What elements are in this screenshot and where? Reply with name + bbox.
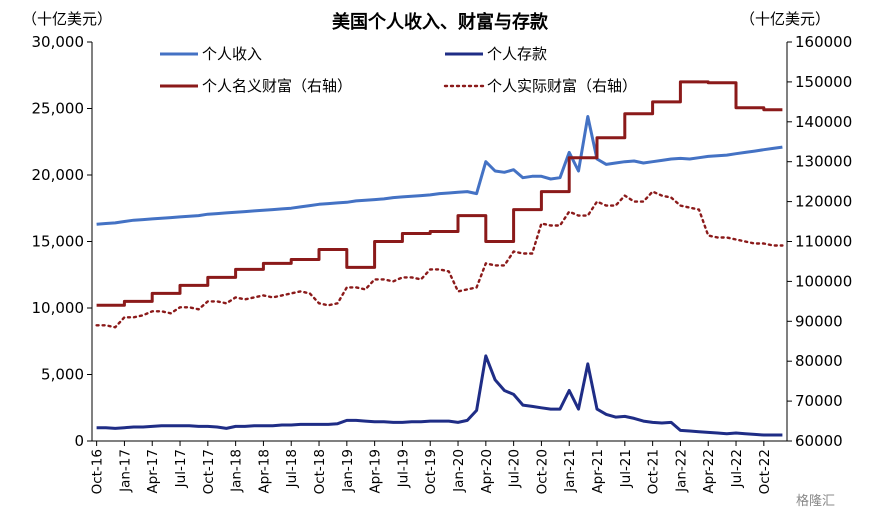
x-tick-label: Apr-20 (479, 449, 495, 494)
y-left-tick-label: 30,000 (32, 33, 85, 51)
legend-label-2: 个人存款 (487, 45, 547, 63)
series-line-1 (96, 115, 783, 226)
y-left-tick-label: 5,000 (41, 366, 84, 384)
x-tick-label: Oct-16 (90, 449, 106, 494)
x-tick-label: Apr-18 (256, 449, 272, 494)
x-tick-label: Jan-21 (562, 449, 578, 493)
x-tick-label: Oct-19 (423, 449, 439, 494)
x-tick-label: Jul-17 (173, 449, 189, 488)
y-right-tick-label: 120000 (795, 193, 852, 211)
axes: 0 5,000 10,000 15,000 20,000 25,000 30,000 6000… (32, 33, 853, 494)
x-tick-label: Jan-22 (673, 449, 689, 493)
x-tick-label: Oct-18 (312, 449, 328, 494)
y-right-tick-label: 160000 (795, 33, 852, 51)
x-tick-label: Jan-20 (451, 449, 467, 493)
legend-label-1: 个人收入 (202, 45, 262, 63)
x-tick-label: Apr-22 (701, 449, 717, 494)
y-left-tick-label: 0 (74, 432, 84, 450)
left-axis-unit: （十亿美元） (22, 10, 113, 28)
x-tick-label: Oct-17 (201, 449, 217, 494)
y-right-tick-label: 100000 (795, 272, 852, 290)
right-axis-unit: （十亿美元） (740, 10, 831, 28)
x-tick-label: Oct-21 (646, 449, 662, 494)
y-right-tick-label: 80000 (795, 352, 843, 370)
series-line-2 (96, 354, 783, 437)
series-line-3 (96, 80, 783, 307)
x-tick-label: Jul-18 (284, 449, 300, 488)
x-tick-label: Jan-17 (117, 449, 133, 493)
y-left-tick-label: 20,000 (32, 166, 85, 184)
x-tick-label: Oct-22 (757, 449, 773, 494)
x-tick-label: Jul-20 (507, 449, 523, 488)
x-tick-label: Apr-19 (368, 449, 384, 494)
x-tick-label: Jul-21 (618, 449, 634, 488)
x-tick-label: Jan-19 (340, 449, 356, 493)
y-right-tick-label: 110000 (795, 233, 852, 251)
x-tick-label: Apr-17 (145, 449, 161, 494)
x-tick-label: Oct-20 (534, 449, 550, 494)
y-right-tick-label: 60000 (795, 432, 843, 450)
y-right-tick-label: 90000 (795, 312, 843, 330)
series-layer (95, 80, 784, 437)
x-tick-label: Jan-18 (229, 449, 245, 493)
legend-label-4: 个人实际财富（右轴） (487, 77, 637, 95)
watermark: 格隆汇 (796, 494, 836, 509)
y-left-tick-label: 15,000 (32, 233, 85, 251)
series-line-4 (95, 190, 784, 329)
chart-title: 美国个人收入、财富与存款 (332, 12, 548, 33)
y-left-tick-label: 25,000 (32, 100, 85, 118)
y-right-tick-label: 150000 (795, 73, 852, 91)
y-left-tick-label: 10,000 (32, 299, 85, 317)
x-tick-label: Jul-19 (395, 449, 411, 488)
legend-label-3: 个人名义财富（右轴） (202, 77, 352, 95)
x-tick-label: Apr-21 (590, 449, 606, 494)
x-tick-label: Jul-22 (729, 449, 745, 488)
y-right-tick-label: 140000 (795, 113, 852, 131)
y-right-tick-label: 130000 (795, 153, 852, 171)
y-right-tick-label: 70000 (795, 392, 843, 410)
